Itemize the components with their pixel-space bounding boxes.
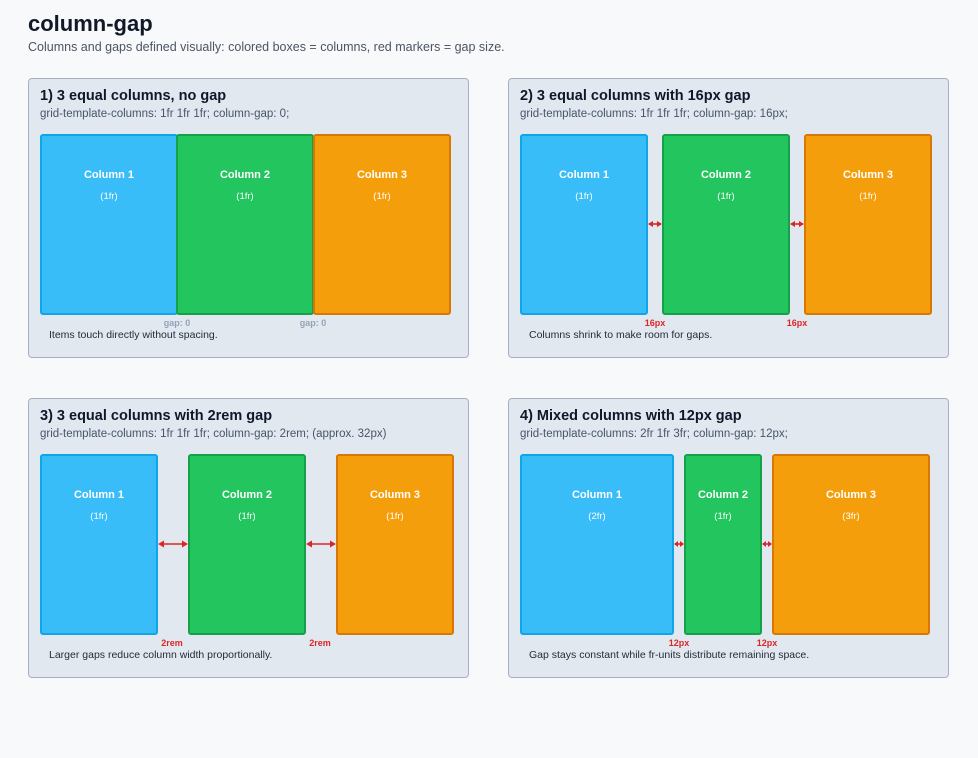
gap-arrow-icon xyxy=(674,541,684,547)
column-label: Column 3 xyxy=(356,169,408,181)
column-fr-label: (1fr) xyxy=(100,191,118,202)
column-1-box: Column 1 (1fr) xyxy=(520,134,648,315)
column-fr-label: (1fr) xyxy=(90,511,108,522)
card-note: Items touch directly without spacing. xyxy=(49,329,218,341)
column-fr-label: (1fr) xyxy=(717,191,735,202)
gap-arrow-icon xyxy=(306,540,336,548)
card-code: grid-template-columns: 1fr 1fr 1fr; colu… xyxy=(520,108,788,120)
column-label: Column 1 xyxy=(83,169,135,181)
column-label: Column 3 xyxy=(842,169,894,181)
column-fr-label: (3fr) xyxy=(842,511,860,522)
gap-size-label: 16px xyxy=(644,318,666,328)
gap-size-label: 12px xyxy=(756,638,778,648)
column-1-box: Column 1 (1fr) xyxy=(40,454,158,635)
gap-size-label: 12px xyxy=(668,638,690,648)
card-title: 1) 3 equal columns, no gap xyxy=(40,88,227,104)
card-note: Columns shrink to make room for gaps. xyxy=(529,329,713,341)
card-title: 4) Mixed columns with 12px gap xyxy=(520,408,742,424)
column-3-box: Column 3 (1fr) xyxy=(313,134,451,315)
column-3-box: Column 3 (1fr) xyxy=(804,134,932,315)
column-fr-label: (1fr) xyxy=(714,511,732,522)
card-title: 2) 3 equal columns with 16px gap xyxy=(520,88,751,104)
page-subtitle: Columns and gaps defined visually: color… xyxy=(28,40,505,54)
card-title: 3) 3 equal columns with 2rem gap xyxy=(40,408,273,424)
column-label: Column 1 xyxy=(73,489,125,501)
column-2-box: Column 2 (1fr) xyxy=(684,454,762,635)
card-note: Larger gaps reduce column width proporti… xyxy=(49,649,273,661)
card-code: grid-template-columns: 2fr 1fr 3fr; colu… xyxy=(520,428,788,440)
gap-size-label: 2rem xyxy=(161,638,183,648)
column-fr-label: (1fr) xyxy=(859,191,877,202)
gap-arrow-icon xyxy=(158,540,188,548)
gap-size-label: 16px xyxy=(786,318,808,328)
column-3-box: Column 3 (1fr) xyxy=(336,454,454,635)
column-fr-label: (2fr) xyxy=(588,511,606,522)
column-label: Column 3 xyxy=(825,489,877,501)
column-fr-label: (1fr) xyxy=(575,191,593,202)
column-fr-label: (1fr) xyxy=(373,191,391,202)
example-card-16px-gap: 2) 3 equal columns with 16px gap grid-te… xyxy=(508,78,949,358)
column-1-box: Column 1 (2fr) xyxy=(520,454,674,635)
card-code: grid-template-columns: 1fr 1fr 1fr; colu… xyxy=(40,428,387,440)
column-label: Column 1 xyxy=(558,169,610,181)
column-label: Column 2 xyxy=(221,489,273,501)
column-2-box: Column 2 (1fr) xyxy=(188,454,306,635)
column-label: Column 2 xyxy=(700,169,752,181)
column-fr-label: (1fr) xyxy=(386,511,404,522)
gap-arrow-icon xyxy=(762,541,772,547)
example-card-no-gap: 1) 3 equal columns, no gap grid-template… xyxy=(28,78,469,358)
column-fr-label: (1fr) xyxy=(236,191,254,202)
column-label: Column 1 xyxy=(571,489,623,501)
card-code: grid-template-columns: 1fr 1fr 1fr; colu… xyxy=(40,108,290,120)
column-2-box: Column 2 (1fr) xyxy=(662,134,790,315)
column-1-box: Column 1 (1fr) xyxy=(40,134,178,315)
gap-arrow-icon xyxy=(648,221,662,227)
column-label: Column 2 xyxy=(219,169,271,181)
page-title: column-gap xyxy=(28,11,153,36)
gap-size-label: gap: 0 xyxy=(163,318,191,328)
gap-size-label: 2rem xyxy=(309,638,331,648)
column-label: Column 3 xyxy=(369,489,421,501)
example-card-mixed-12px-gap: 4) Mixed columns with 12px gap grid-temp… xyxy=(508,398,949,678)
card-note: Gap stays constant while fr-units distri… xyxy=(529,649,810,661)
column-fr-label: (1fr) xyxy=(238,511,256,522)
example-card-2rem-gap: 3) 3 equal columns with 2rem gap grid-te… xyxy=(28,398,469,678)
gap-size-label: gap: 0 xyxy=(299,318,327,328)
gap-arrow-icon xyxy=(790,221,804,227)
column-2-box: Column 2 (1fr) xyxy=(176,134,314,315)
column-label: Column 2 xyxy=(697,489,749,501)
column-3-box: Column 3 (3fr) xyxy=(772,454,930,635)
